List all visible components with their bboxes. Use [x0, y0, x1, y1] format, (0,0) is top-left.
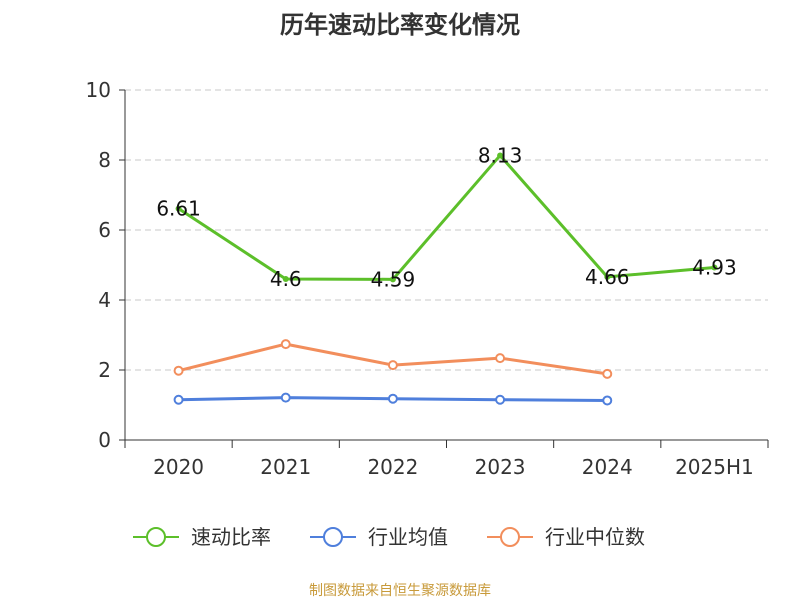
x-tick-label: 2025H1 — [675, 455, 754, 479]
series-line — [177, 153, 715, 281]
y-tick-label: 8 — [98, 148, 111, 172]
legend-swatch-marker — [146, 527, 166, 547]
legend-label: 行业均值 — [368, 525, 448, 549]
data-point — [711, 264, 718, 271]
data-label: 6.61 — [156, 197, 201, 221]
data-point — [282, 276, 289, 282]
data-point — [389, 276, 396, 283]
y-tick-label: 10 — [86, 78, 111, 102]
data-point — [173, 365, 184, 376]
x-tick-label: 2020 — [153, 455, 204, 479]
x-tick-label: 2024 — [582, 455, 633, 479]
data-point — [602, 395, 613, 406]
legend-item[interactable]: 行业中位数 — [487, 525, 645, 549]
chart-title: 历年速动比率变化情况 — [280, 11, 520, 39]
x-tick-label: 2021 — [260, 455, 311, 479]
legend-swatch-marker — [323, 527, 343, 547]
data-point — [387, 393, 398, 404]
data-label: 4.66 — [585, 265, 630, 289]
y-tick-label: 6 — [98, 218, 111, 242]
data-point — [495, 353, 506, 364]
data-point — [495, 394, 506, 405]
data-point — [604, 273, 611, 280]
y-tick-label: 0 — [98, 428, 111, 452]
gridlines — [125, 89, 768, 371]
data-label: 8.13 — [478, 143, 523, 167]
legend[interactable]: 速动比率 行业均值 行业中位数 — [133, 525, 645, 549]
axes: 0 2 4 6 8 10 2020 2021 2022 2023 2024 2025H1 — [86, 78, 769, 479]
legend-label: 速动比率 — [191, 525, 271, 549]
legend-label: 行业中位数 — [545, 525, 645, 549]
data-point — [173, 394, 184, 405]
data-label: 4.93 — [692, 255, 737, 279]
legend-swatch-marker — [500, 527, 520, 547]
data-point — [280, 339, 291, 350]
legend-item[interactable]: 速动比率 — [133, 525, 271, 549]
data-label: 4.6 — [270, 267, 302, 291]
data-point — [602, 368, 613, 379]
data-labels: 6.61 4.6 4.59 8.13 4.66 4.93 — [156, 143, 736, 291]
data-point — [387, 360, 398, 371]
data-label: 4.59 — [371, 267, 416, 291]
data-point — [280, 392, 291, 403]
data-point — [175, 205, 182, 212]
x-tick-label: 2022 — [367, 455, 418, 479]
y-tick-label: 2 — [98, 358, 111, 382]
source-note: 制图数据来自恒生聚源数据库 — [309, 583, 491, 599]
legend-item[interactable]: 行业均值 — [310, 525, 448, 549]
x-tick-label: 2023 — [475, 455, 526, 479]
series-layer — [173, 152, 718, 406]
y-tick-label: 4 — [98, 288, 111, 312]
data-point — [497, 152, 504, 159]
